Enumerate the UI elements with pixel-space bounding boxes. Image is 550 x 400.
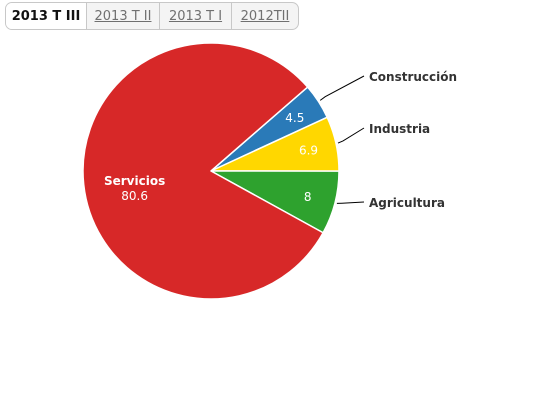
tab-2013-t-ii[interactable]: 2013 T II [86, 3, 159, 29]
slice-value-servicios: 80.6 [121, 189, 148, 203]
slice-value-industria: 6.9 [299, 144, 318, 158]
data-labels: 4.5 Construcción 6.9 Industria 8 Agricultura S… [104, 70, 457, 210]
slice-label-industria: Industria [369, 122, 430, 136]
connector-agricultura [336, 201, 365, 204]
slice-label-servicios: Servicios [104, 174, 165, 188]
pie-slice-servicios[interactable] [82, 42, 324, 300]
connector-construccion [319, 75, 365, 101]
slice-value-construccion: 4.5 [285, 111, 304, 125]
period-tabs: 2013 T III 2013 T II 2013 T I 2012TII [5, 2, 299, 30]
slice-label-agricultura: Agricultura [369, 196, 445, 210]
slice-value-agricultura: 8 [304, 190, 312, 204]
label-connectors [319, 75, 365, 204]
connector-industria [337, 127, 365, 144]
tab-2013-t-i[interactable]: 2013 T I [159, 3, 231, 29]
tab-2012-t-ii[interactable]: 2012TII [231, 3, 298, 29]
slice-label-construccion: Construcción [369, 70, 457, 84]
tab-2013-t-iii[interactable]: 2013 T III [6, 3, 86, 29]
pie-slices [82, 42, 340, 300]
